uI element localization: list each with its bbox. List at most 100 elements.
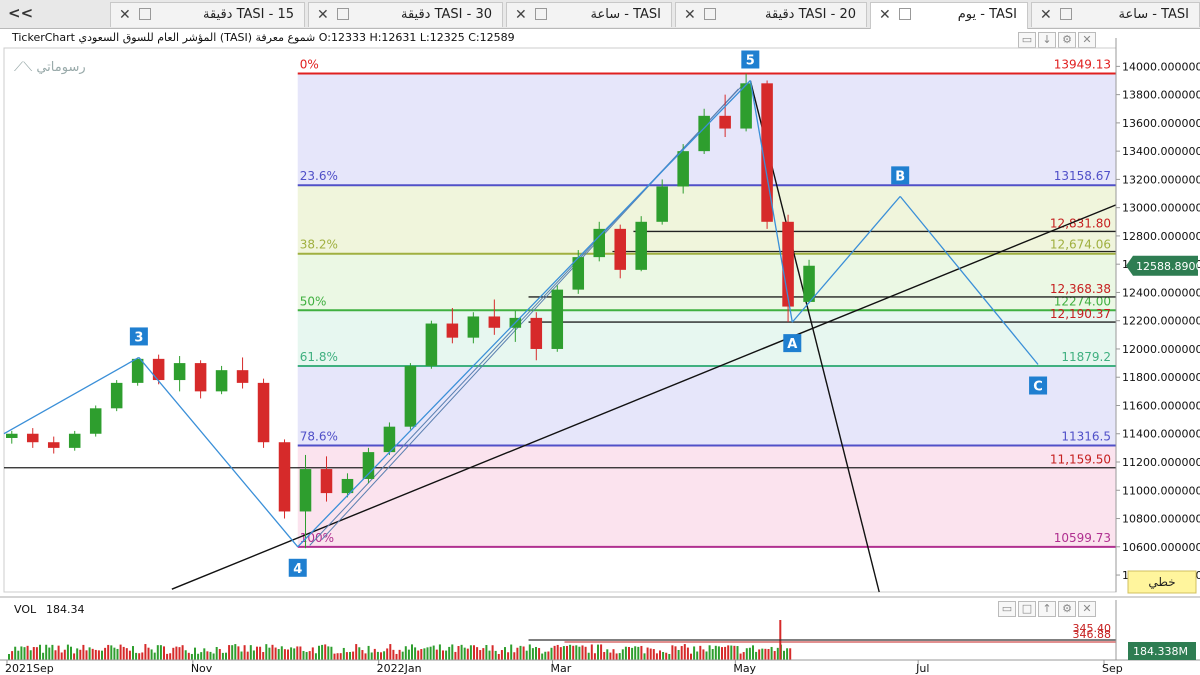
maximize-icon[interactable] <box>899 8 911 20</box>
volume-value: 184.34 <box>46 603 85 616</box>
watermark: ⟋⟍ رسوماتي <box>14 60 86 75</box>
volume-bar <box>231 645 234 660</box>
candle-body <box>782 221 794 307</box>
linear-scale-button[interactable] <box>1127 570 1197 594</box>
candle-body <box>698 115 710 152</box>
volume-bar <box>776 647 779 660</box>
restore-icon[interactable]: ▭ <box>998 601 1016 617</box>
volume-bar <box>327 646 330 660</box>
x-tick-label: 2021Sep <box>5 662 54 675</box>
x-tick-label: Jul <box>915 662 929 675</box>
volume-bar <box>51 644 54 660</box>
close-icon[interactable]: ✕ <box>515 7 527 23</box>
tab-tasi-20m[interactable]: ✕ TASI - 20 دقيقة <box>675 2 867 27</box>
tabs-scroll-button[interactable]: << <box>8 4 34 22</box>
volume-bar <box>581 645 584 660</box>
x-tick-label: Nov <box>191 662 213 675</box>
volume-bar <box>659 650 661 660</box>
volume-bar <box>466 648 469 660</box>
volume-bar <box>674 646 677 660</box>
tab-tasi-hour[interactable]: ✕ TASI - ساعة <box>506 2 672 27</box>
maximize-icon[interactable] <box>139 8 151 20</box>
tab-tasi-15m[interactable]: ✕ TASI - 15 دقيقة <box>110 2 305 27</box>
fib-value-label: 12,674.06 <box>1050 238 1111 252</box>
maximize-icon[interactable] <box>1060 8 1072 20</box>
candle-body <box>635 221 647 270</box>
volume-bar <box>569 644 572 660</box>
volume-bar <box>299 646 302 660</box>
candle-body <box>761 83 773 222</box>
candle-body <box>551 289 564 349</box>
maximize-icon[interactable]: □ <box>1018 601 1036 617</box>
up-arrow-icon[interactable]: ↑ <box>1038 601 1056 617</box>
candle-body <box>110 382 123 409</box>
volume-bar <box>764 648 767 660</box>
volume-bar <box>342 647 345 660</box>
volume-bar <box>187 652 190 660</box>
volume-bar <box>20 646 23 660</box>
close-icon[interactable]: ✕ <box>1078 601 1096 617</box>
close-icon[interactable]: ✕ <box>879 7 891 23</box>
volume-bar <box>773 651 776 660</box>
fib-pct-label: 38.2% <box>300 238 338 252</box>
fib-pct-label: 50% <box>300 294 327 308</box>
candle-body <box>677 151 689 187</box>
volume-bar <box>324 644 327 660</box>
volume-bar <box>643 653 646 660</box>
volume-bar <box>485 645 488 660</box>
volume-bar <box>293 648 296 660</box>
candle-body <box>257 382 270 443</box>
wave-badge <box>1029 376 1048 395</box>
maximize-icon[interactable] <box>704 8 716 20</box>
volume-bar <box>311 647 314 660</box>
volume-bar <box>352 651 355 660</box>
settings-icon[interactable]: ⚙ <box>1058 601 1076 617</box>
candle-body <box>383 426 396 453</box>
candle-body <box>152 358 165 381</box>
close-icon[interactable]: ✕ <box>684 7 696 23</box>
volume-bar <box>634 646 637 660</box>
tab-tasi-hour-2[interactable]: ✕ TASI - ساعة <box>1031 2 1200 27</box>
tab-tasi-30m[interactable]: ✕ TASI - 30 دقيقة <box>308 2 503 27</box>
fib-value-label: 12274.00 <box>1054 294 1111 308</box>
tab-tasi-day[interactable]: ✕ TASI - يوم <box>870 2 1028 29</box>
volume-bar <box>513 652 516 660</box>
volume-bar <box>175 646 178 660</box>
volume-bar <box>17 650 20 660</box>
volume-bar <box>60 652 63 660</box>
volume-bar <box>702 649 705 660</box>
volume-bar <box>736 646 739 660</box>
maximize-icon[interactable] <box>337 8 349 20</box>
volume-bar <box>770 646 773 660</box>
volume-bar <box>451 644 454 660</box>
volume-bar <box>373 648 376 660</box>
x-tick-label: May <box>733 662 756 675</box>
candle-body <box>68 433 81 448</box>
volume-bar <box>745 648 748 660</box>
volume-bar <box>504 647 506 660</box>
wave-segment <box>899 195 1039 365</box>
volume-bar <box>559 647 562 660</box>
volume-bar <box>767 649 770 660</box>
candle-body <box>215 370 228 392</box>
volume-bar <box>550 647 553 660</box>
volume-bar <box>39 644 41 660</box>
volume-bar <box>302 651 305 660</box>
volume-bar <box>668 653 671 660</box>
volume-bar <box>203 648 206 660</box>
close-icon[interactable]: ✕ <box>317 7 329 23</box>
maximize-icon[interactable] <box>535 8 547 20</box>
volume-bar <box>321 644 324 660</box>
volume-bar <box>101 650 103 660</box>
volume-bar <box>566 645 568 660</box>
close-icon[interactable]: ✕ <box>119 7 131 23</box>
volume-bar <box>156 645 159 660</box>
fib-lines: 0% 13949.13 23.6% 13158.67 38.2% 12,674.06 50%… <box>297 58 1116 548</box>
close-icon[interactable]: ✕ <box>1040 7 1052 23</box>
tab-bar: << ✕ TASI - 15 دقيقة ✕ TASI - 30 دقيقة ✕… <box>0 0 1200 29</box>
volume-bar <box>237 646 240 660</box>
volume-bar <box>209 651 212 660</box>
wave-badge <box>783 334 802 353</box>
volume-bar <box>159 645 162 660</box>
